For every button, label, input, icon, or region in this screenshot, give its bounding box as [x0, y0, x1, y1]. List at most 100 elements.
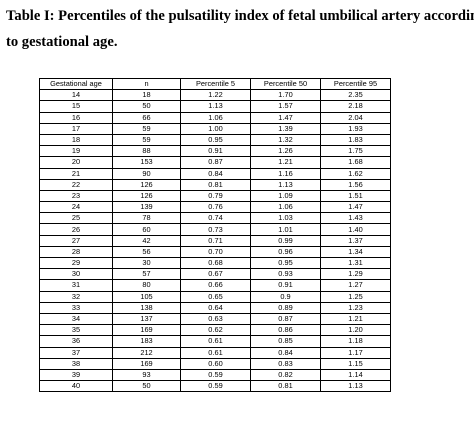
cell-percentile-50: 1.13	[250, 178, 321, 191]
cell-n: 80	[112, 279, 181, 292]
cell-gestational-age: 37	[39, 346, 113, 359]
cell-n: 183	[112, 335, 181, 348]
cell-gestational-age: 26	[39, 223, 113, 236]
cell-n: 105	[112, 290, 181, 303]
cell-percentile-5: 1.13	[180, 100, 251, 113]
cell-n: 126	[112, 189, 181, 203]
cell-n: 169	[112, 324, 181, 337]
cell-percentile-50: 1.01	[250, 223, 321, 236]
cell-n: 90	[112, 167, 181, 180]
cell-n: 212	[112, 346, 181, 359]
table-row: 40 50 0.59 0.81 1.13	[39, 380, 391, 393]
cell-percentile-5: 0.59	[180, 380, 251, 393]
cell-n: 50	[112, 100, 181, 113]
cell-percentile-50: 0.96	[250, 245, 321, 259]
cell-percentile-95: 1.18	[320, 335, 391, 348]
cell-percentile-50: 0.93	[250, 268, 321, 281]
cell-percentile-5: 0.87	[180, 156, 251, 169]
cell-percentile-95: 1.23	[320, 301, 391, 314]
cell-percentile-50: 0.91	[250, 279, 321, 292]
cell-percentile-50: 0.83	[250, 357, 321, 370]
cell-n: 57	[112, 268, 181, 281]
table-caption-line-2: to gestational age.	[6, 34, 118, 50]
table-row: 21 90 0.84 1.16 1.62	[39, 167, 391, 180]
table-row: 38 169 0.60 0.83 1.15	[39, 357, 391, 370]
cell-percentile-5: 0.68	[180, 256, 251, 270]
cell-percentile-50: 1.26	[250, 145, 321, 158]
cell-percentile-95: 1.13	[320, 380, 391, 393]
cell-gestational-age: 15	[39, 100, 113, 113]
cell-percentile-50: 0.89	[250, 301, 321, 314]
cell-gestational-age: 28	[39, 245, 113, 259]
cell-percentile-5: 0.63	[180, 312, 251, 326]
cell-percentile-5: 1.22	[180, 89, 251, 102]
cell-percentile-5: 0.70	[180, 245, 251, 259]
cell-percentile-50: 1.16	[250, 167, 321, 180]
cell-percentile-50: 1.21	[250, 156, 321, 169]
table-row: 32 105 0.65 0.9 1.25	[39, 290, 391, 303]
cell-gestational-age: 33	[39, 301, 113, 314]
cell-n: 42	[112, 234, 181, 247]
cell-gestational-age: 18	[39, 133, 113, 147]
cell-percentile-95: 1.40	[320, 223, 391, 236]
table-row: 17 59 1.00 1.39 1.93	[39, 122, 391, 135]
cell-percentile-95: 1.83	[320, 133, 391, 147]
cell-gestational-age: 27	[39, 234, 113, 247]
cell-percentile-95: 1.56	[320, 178, 391, 191]
cell-percentile-95: 1.68	[320, 156, 391, 169]
table-row: 15 50 1.13 1.57 2.18	[39, 100, 391, 113]
cell-gestational-age: 14	[39, 89, 113, 102]
cell-n: 93	[112, 368, 181, 382]
cell-percentile-95: 1.14	[320, 368, 391, 382]
cell-percentile-95: 1.93	[320, 122, 391, 135]
cell-gestational-age: 30	[39, 268, 113, 281]
cell-percentile-50: 1.57	[250, 100, 321, 113]
cell-n: 126	[112, 178, 181, 191]
table-row: 36 183 0.61 0.85 1.18	[39, 335, 391, 348]
cell-gestational-age: 16	[39, 111, 113, 124]
table-row: 26 60 0.73 1.01 1.40	[39, 223, 391, 236]
cell-gestational-age: 31	[39, 279, 113, 292]
table-row: 25 78 0.74 1.03 1.43	[39, 212, 391, 225]
cell-gestational-age: 17	[39, 122, 113, 135]
cell-percentile-50: 0.99	[250, 234, 321, 247]
cell-percentile-5: 0.74	[180, 212, 251, 225]
cell-percentile-95: 1.34	[320, 245, 391, 259]
cell-n: 59	[112, 122, 181, 135]
cell-n: 66	[112, 111, 181, 124]
cell-percentile-50: 1.70	[250, 89, 321, 102]
table-caption: Table I: Percentiles of the pulsatility …	[6, 3, 474, 55]
cell-gestational-age: 22	[39, 178, 113, 191]
cell-percentile-5: 0.65	[180, 290, 251, 303]
cell-percentile-5: 0.67	[180, 268, 251, 281]
table-body: 14 18 1.22 1.70 2.35 15 50 1.13 1.57 2.18 16 66 1.06…	[39, 89, 391, 393]
cell-gestational-age: 29	[39, 256, 113, 270]
cell-percentile-5: 0.71	[180, 234, 251, 247]
table-row: 23 126 0.79 1.09 1.51	[39, 189, 391, 203]
cell-percentile-95: 2.04	[320, 111, 391, 124]
cell-gestational-age: 36	[39, 335, 113, 348]
table-row: 30 57 0.67 0.93 1.29	[39, 268, 391, 281]
cell-gestational-age: 35	[39, 324, 113, 337]
table-row: 33 138 0.64 0.89 1.23	[39, 301, 391, 314]
table-row: 27 42 0.71 0.99 1.37	[39, 234, 391, 247]
cell-gestational-age: 20	[39, 156, 113, 169]
table-row: 20 153 0.87 1.21 1.68	[39, 156, 391, 169]
cell-gestational-age: 40	[39, 380, 113, 393]
cell-gestational-age: 23	[39, 189, 113, 203]
cell-percentile-50: 0.86	[250, 324, 321, 337]
cell-n: 138	[112, 301, 181, 314]
cell-percentile-5: 0.64	[180, 301, 251, 314]
table-row: 14 18 1.22 1.70 2.35	[39, 89, 391, 102]
cell-percentile-5: 0.61	[180, 335, 251, 348]
cell-percentile-50: 0.84	[250, 346, 321, 359]
cell-percentile-95: 1.25	[320, 290, 391, 303]
table-row: 28 56 0.70 0.96 1.34	[39, 245, 391, 259]
cell-percentile-95: 1.29	[320, 268, 391, 281]
cell-percentile-5: 0.84	[180, 167, 251, 180]
cell-percentile-50: 1.06	[250, 201, 321, 214]
table-row: 35 169 0.62 0.86 1.20	[39, 324, 391, 337]
cell-percentile-5: 0.60	[180, 357, 251, 370]
table-row: 18 59 0.95 1.32 1.83	[39, 133, 391, 147]
cell-percentile-5: 0.91	[180, 145, 251, 158]
